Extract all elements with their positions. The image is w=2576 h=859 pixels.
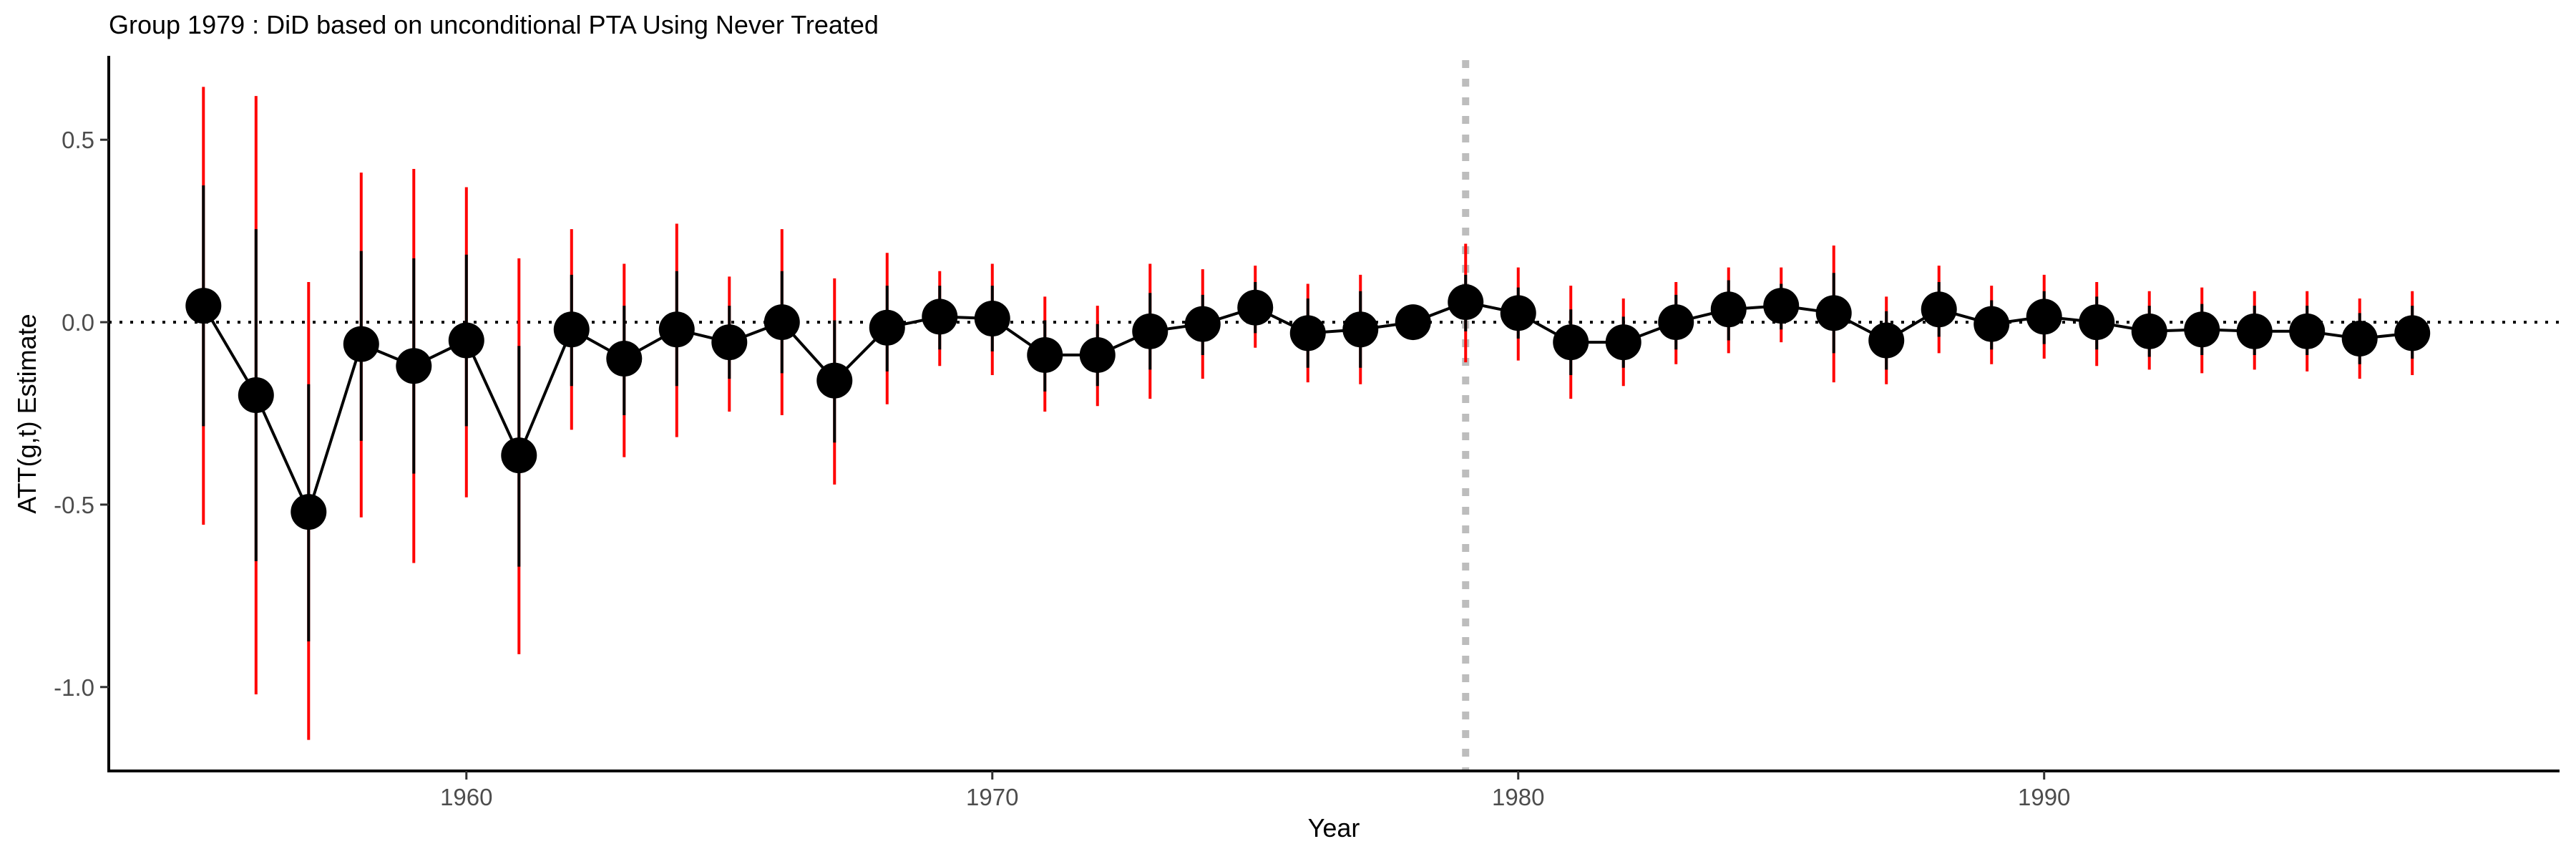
- att-point: [1974, 306, 2010, 342]
- att-point: [185, 288, 222, 324]
- y-tick-label: -0.5: [54, 492, 94, 518]
- att-point: [1763, 288, 1800, 324]
- x-tick-label: 1990: [2018, 784, 2070, 810]
- att-point: [2131, 313, 2167, 349]
- x-tick-label: 1980: [1492, 784, 1544, 810]
- att-point: [974, 300, 1010, 336]
- att-point: [711, 324, 748, 361]
- chart-title: Group 1979 : DiD based on unconditional …: [109, 10, 879, 39]
- att-point: [1500, 295, 1536, 331]
- att-point: [1868, 322, 1905, 359]
- att-point: [2394, 315, 2431, 351]
- att-point: [1184, 306, 1221, 342]
- att-point: [658, 311, 695, 348]
- x-axis-label: Year: [1308, 813, 1360, 843]
- att-point: [2079, 304, 2115, 341]
- att-point: [1605, 324, 1641, 361]
- att-point: [2184, 311, 2220, 348]
- att-point: [2026, 299, 2062, 335]
- att-point: [1658, 304, 1694, 341]
- att-point: [1237, 289, 1274, 326]
- att-point: [606, 341, 643, 377]
- plot-area: [109, 60, 2560, 771]
- att-point: [2289, 313, 2326, 349]
- x-axis-ticks: 1960 1970 1980 1990: [440, 771, 2070, 810]
- y-axis-ticks: 0.5 0.0 -0.5 -1.0: [54, 127, 109, 701]
- att-point: [1132, 313, 1169, 349]
- att-point: [922, 299, 958, 335]
- att-point: [448, 322, 484, 359]
- y-tick-label: -1.0: [54, 674, 94, 701]
- att-point: [501, 437, 537, 474]
- att-point: [1710, 291, 1747, 328]
- att-point: [343, 326, 379, 362]
- att-point: [816, 362, 853, 399]
- att-point: [1448, 284, 1484, 321]
- x-tick-label: 1960: [440, 784, 492, 810]
- att-point: [1027, 336, 1063, 373]
- att-point: [1921, 291, 1957, 328]
- att-point: [1815, 295, 1852, 331]
- att-point: [238, 377, 274, 414]
- att-point: [763, 304, 800, 341]
- att-point: [869, 309, 905, 346]
- att-point: [291, 494, 327, 530]
- att-point: [553, 311, 590, 348]
- y-axis-label: ATT(g,t) Estimate: [12, 314, 42, 513]
- att-point: [396, 348, 432, 384]
- att-point: [1395, 304, 1431, 341]
- att-point: [1079, 336, 1116, 373]
- att-point: [1553, 324, 1589, 361]
- y-tick-label: 0.5: [62, 127, 94, 153]
- att-point: [2341, 321, 2378, 357]
- att-point: [2236, 313, 2273, 349]
- y-tick-label: 0.0: [62, 309, 94, 336]
- att-point: [1289, 315, 1326, 351]
- att-point: [1342, 311, 1379, 348]
- x-tick-label: 1970: [966, 784, 1018, 810]
